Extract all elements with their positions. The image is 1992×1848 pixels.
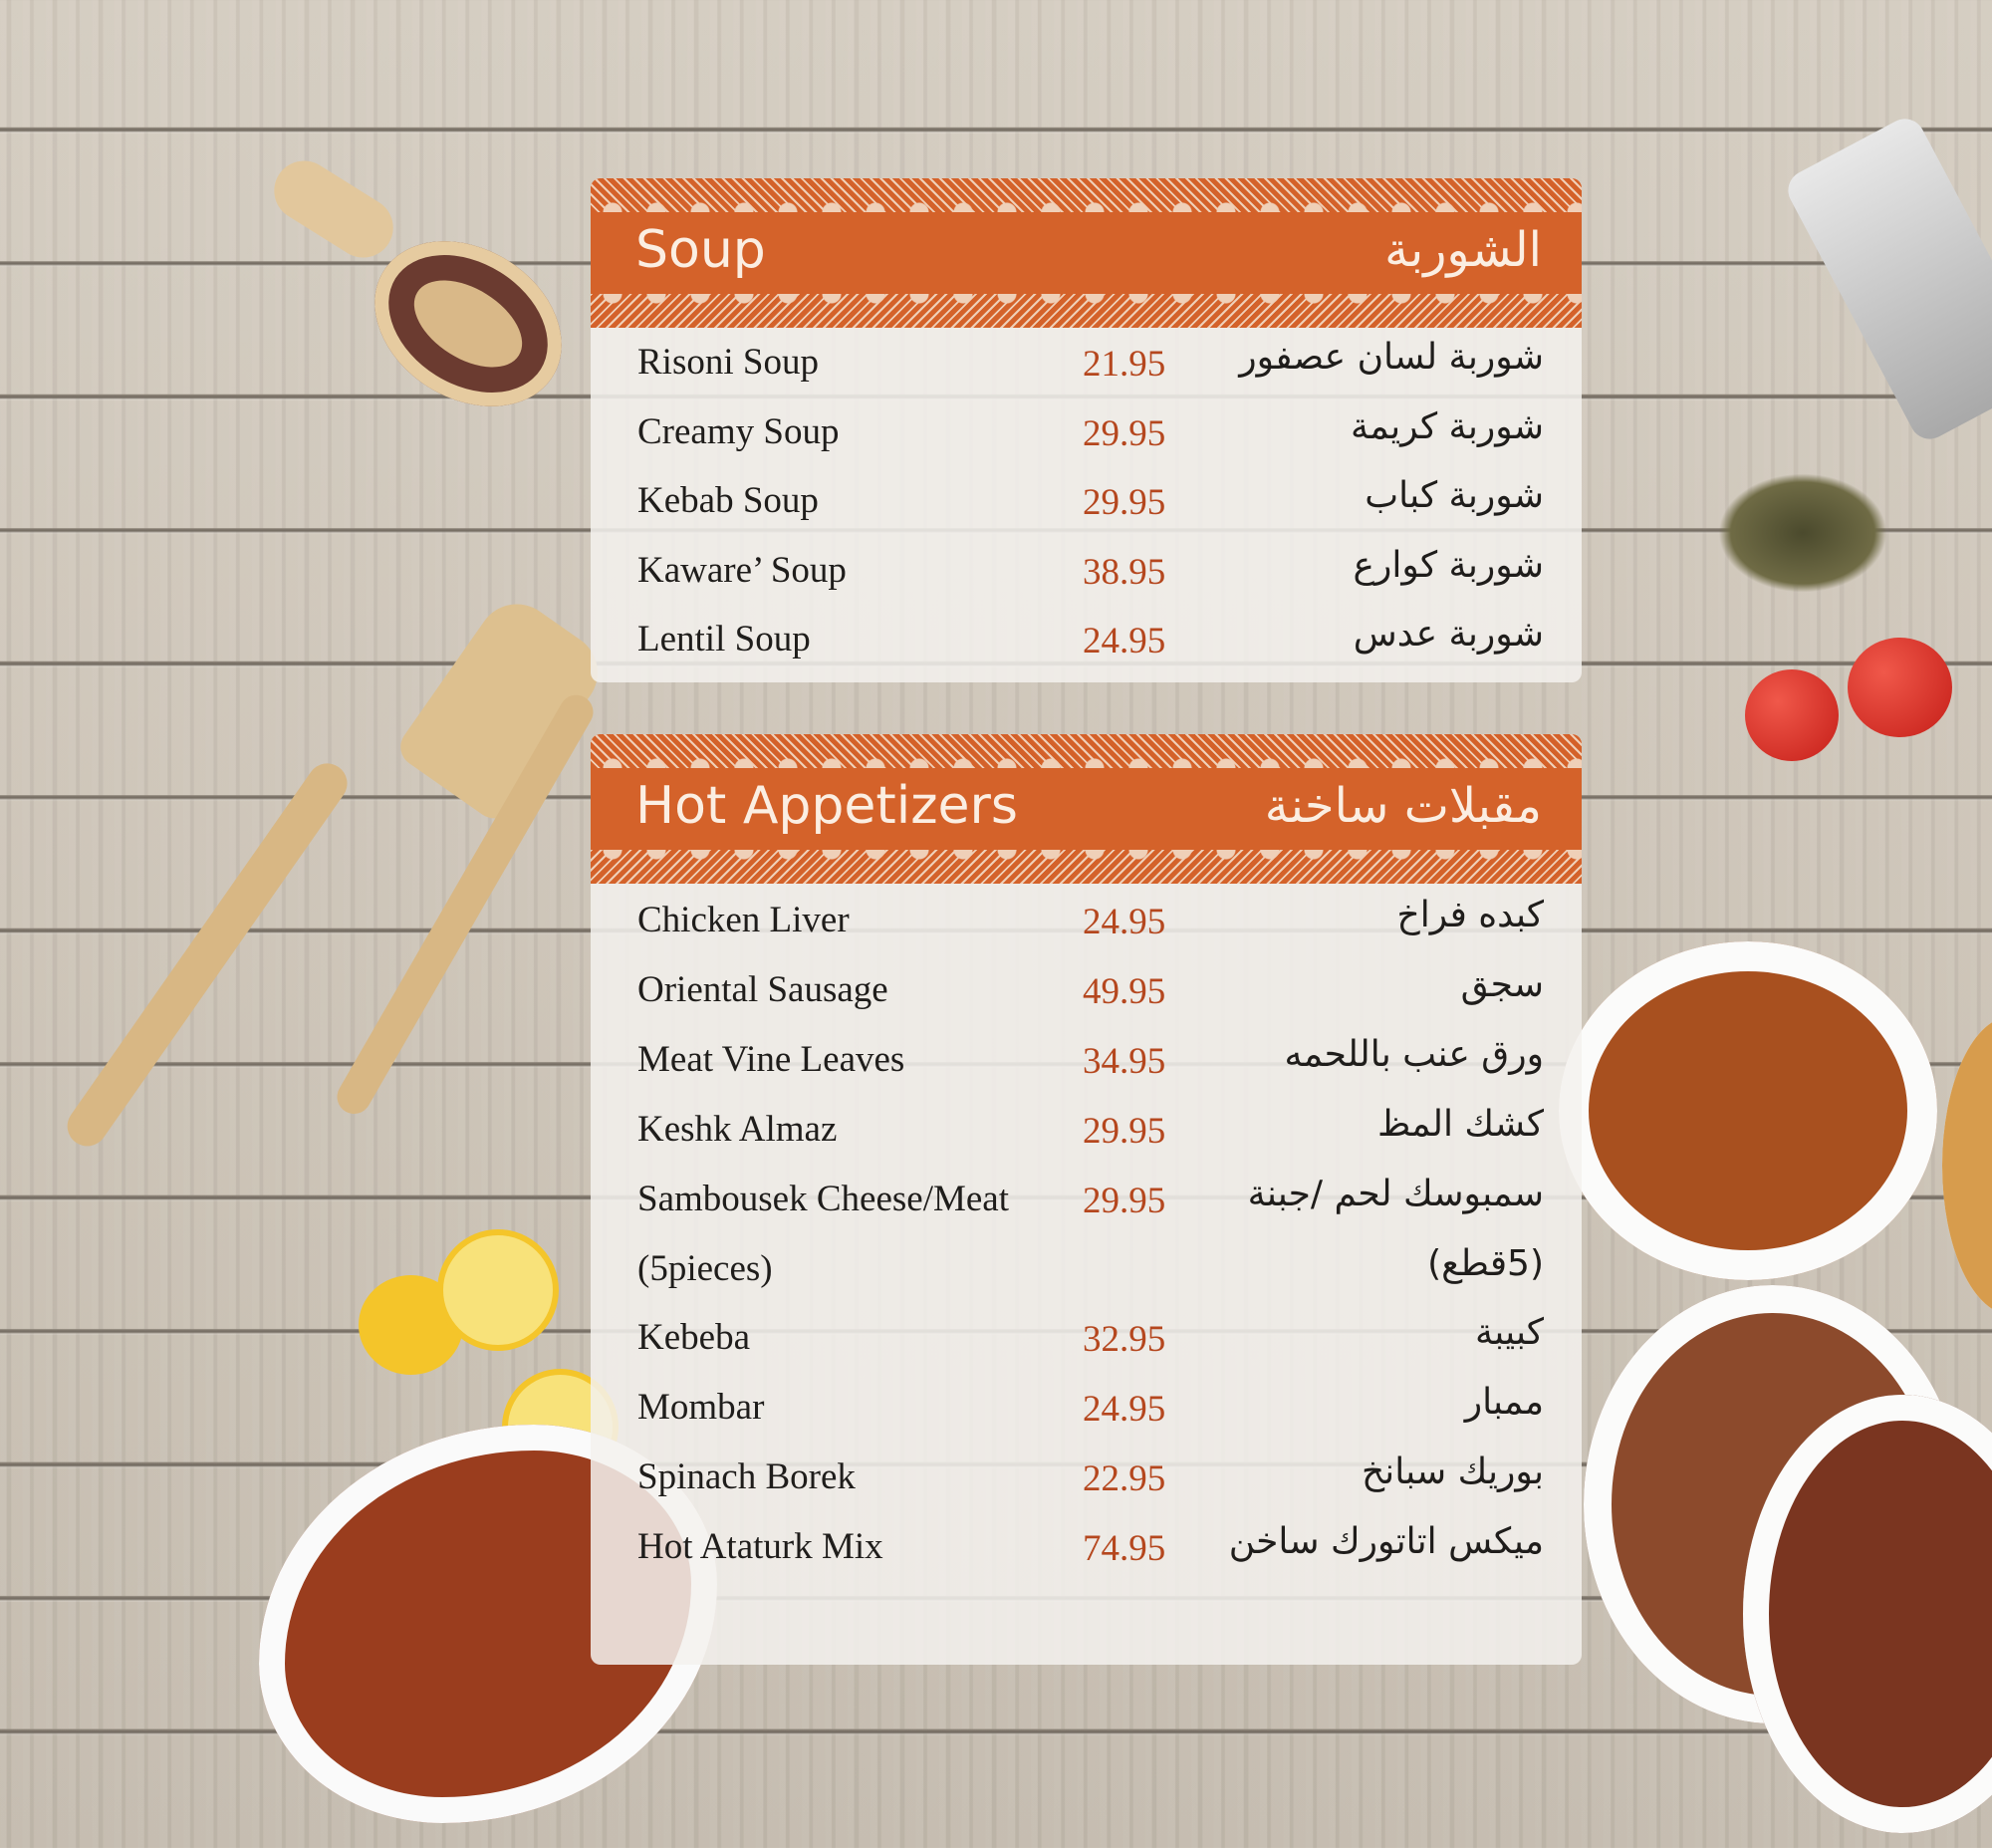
- ornament-border: [591, 850, 1582, 884]
- item-name-en: Kaware’ Soup: [637, 549, 847, 591]
- menu-item: Oriental Sausage 49.95 سجق: [591, 960, 1582, 1020]
- menu-item: Sambousek Cheese/Meat 29.95 سمبوسك لحم /جب…: [591, 1170, 1582, 1229]
- item-name-en: Creamy Soup: [637, 410, 840, 452]
- item-name-ar: سمبوسك لحم /جبنة: [1247, 1173, 1544, 1214]
- item-name-ar: ورق عنب باللحمه: [1284, 1033, 1544, 1075]
- item-name-en: Hot Ataturk Mix: [637, 1526, 883, 1568]
- tomato-image: [1745, 669, 1839, 761]
- menu-item: Keshk Almaz 29.95 كشك المظ: [591, 1100, 1582, 1160]
- item-name-en: Mombar: [637, 1387, 765, 1429]
- item-price: 22.95: [1083, 1458, 1166, 1500]
- item-name-ar: كبيبة: [1474, 1312, 1544, 1354]
- item-name-ar: شوربة كباب: [1365, 475, 1544, 516]
- item-name-ar: كشك المظ: [1377, 1103, 1544, 1145]
- item-name-ar: ممبار: [1464, 1382, 1544, 1424]
- ornament-border: [591, 294, 1582, 328]
- item-name-ar: شوربة عدس: [1353, 614, 1544, 655]
- item-name-en: Risoni Soup: [637, 342, 819, 383]
- hot-appetizers-menu-section: Hot Appetizers مقبلات ساخنة Chicken Live…: [591, 734, 1582, 1665]
- ornament-border: [591, 178, 1582, 212]
- herbs-image: [1718, 473, 1887, 593]
- section-header: Soup الشوربة: [591, 178, 1582, 328]
- menu-item: Kaware’ Soup 38.95 شوربة كوارع: [591, 541, 1582, 601]
- item-price: 49.95: [1083, 970, 1166, 1012]
- section-title-en: Hot Appetizers: [635, 776, 1019, 836]
- item-name-en: Kebab Soup: [637, 480, 819, 521]
- soup-menu-section: Soup الشوربة Risoni Soup 21.95 شوربة لسان …: [591, 178, 1582, 682]
- item-name-ar: كبده فراخ: [1396, 895, 1544, 935]
- item-price: 21.95: [1083, 344, 1166, 385]
- item-name-en: Keshk Almaz: [637, 1108, 838, 1150]
- item-name-en: Oriental Sausage: [637, 968, 888, 1010]
- menu-item: Meat Vine Leaves 34.95 ورق عنب باللحمه: [591, 1030, 1582, 1090]
- item-name-ar: شوربة لسان عصفور: [1239, 337, 1544, 378]
- item-name-ar: بوريك سبانخ: [1361, 1452, 1544, 1493]
- kibbeh-dish-image: [1559, 941, 1937, 1280]
- item-price: 29.95: [1083, 482, 1166, 523]
- item-price: 34.95: [1083, 1040, 1166, 1082]
- item-name-ar: شوربة كريمة: [1350, 405, 1544, 447]
- item-name-en: Spinach Borek: [637, 1456, 856, 1498]
- item-price: 24.95: [1083, 621, 1166, 661]
- item-name-ar: سجق: [1460, 963, 1544, 1005]
- section-title-ar: مقبلات ساخنة: [1264, 778, 1542, 834]
- item-name-en: Sambousek Cheese/Meat: [637, 1178, 1009, 1219]
- section-header: Hot Appetizers مقبلات ساخنة: [591, 734, 1582, 884]
- item-name-en: (5pieces): [637, 1247, 773, 1289]
- item-name-en: Meat Vine Leaves: [637, 1038, 905, 1080]
- menu-item: Spinach Borek 22.95 بوريك سبانخ: [591, 1448, 1582, 1507]
- meat-stew-dish-image: [1743, 1395, 1992, 1833]
- item-price: 32.95: [1083, 1319, 1166, 1361]
- menu-item: Lentil Soup 24.95 شوربة عدس: [591, 610, 1582, 669]
- item-price: 29.95: [1083, 1110, 1166, 1152]
- menu-item: Kebab Soup 29.95 شوربة كباب: [591, 471, 1582, 531]
- item-price: 74.95: [1083, 1528, 1166, 1570]
- item-name-en: Lentil Soup: [637, 619, 811, 660]
- wooden-scoop-image: [262, 149, 598, 440]
- menu-item: Risoni Soup 21.95 شوربة لسان عصفور: [591, 333, 1582, 393]
- item-name-ar: (5قطع): [1427, 1242, 1544, 1284]
- sambousek-dish-image: [1942, 1016, 1992, 1315]
- ornament-border: [591, 734, 1582, 768]
- item-name-en: Kebeba: [637, 1317, 750, 1359]
- tomato-image: [1848, 638, 1952, 737]
- menu-item: Mombar 24.95 ممبار: [591, 1378, 1582, 1438]
- item-price: 24.95: [1083, 1389, 1166, 1431]
- section-title-en: Soup: [635, 220, 766, 280]
- item-price: 29.95: [1083, 1180, 1166, 1221]
- salt-shaker-image: [1781, 112, 1992, 446]
- menu-item: Chicken Liver 24.95 كبده فراخ: [591, 891, 1582, 950]
- menu-item: (5pieces) (5قطع): [591, 1239, 1582, 1299]
- menu-item: Hot Ataturk Mix 74.95 ميكس اتاتورك ساخن: [591, 1517, 1582, 1577]
- item-price: 38.95: [1083, 551, 1166, 593]
- item-name-ar: ميكس اتاتورك ساخن: [1228, 1521, 1544, 1563]
- item-price: 29.95: [1083, 412, 1166, 454]
- item-name-ar: شوربة كوارع: [1353, 544, 1544, 586]
- section-title-ar: الشوربة: [1384, 222, 1542, 278]
- menu-item: Creamy Soup 29.95 شوربة كريمة: [591, 402, 1582, 462]
- menu-item: Kebeba 32.95 كبيبة: [591, 1308, 1582, 1368]
- item-name-en: Chicken Liver: [637, 900, 850, 940]
- item-price: 24.95: [1083, 902, 1166, 942]
